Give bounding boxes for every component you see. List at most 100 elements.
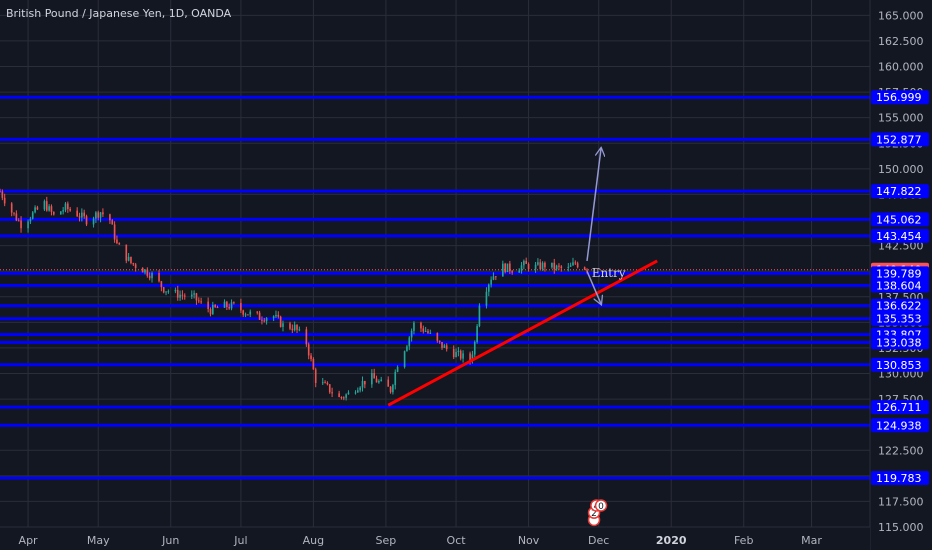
price-tick-label: 115.000 — [878, 521, 924, 534]
candle-body — [511, 271, 513, 273]
price-tick-label: 150.000 — [878, 163, 924, 176]
candle-body — [354, 392, 357, 394]
candle-body — [471, 354, 474, 361]
candle-body — [576, 263, 579, 268]
candle-body — [422, 328, 425, 332]
candle-body — [443, 345, 446, 348]
entry-annotation[interactable]: Entry — [592, 266, 626, 280]
candle-body — [492, 276, 495, 280]
candle-body — [240, 302, 242, 311]
candle-body — [214, 304, 216, 308]
candle-body — [64, 203, 67, 211]
projection-arrow[interactable] — [586, 270, 601, 304]
event-marker-label: 2 — [591, 509, 597, 519]
candle-body — [78, 216, 81, 218]
trendline[interactable] — [387, 259, 658, 407]
candle-body — [226, 301, 228, 307]
time-tick-label: Dec — [588, 534, 609, 547]
candle-body — [586, 269, 588, 272]
candle-body — [373, 373, 376, 379]
candle-body — [364, 380, 366, 385]
candle-body — [289, 323, 291, 329]
candle-body — [85, 216, 88, 225]
candle-body — [574, 262, 577, 264]
price-tick-label: 117.500 — [878, 495, 924, 508]
candle-body — [279, 316, 282, 327]
candle-body — [125, 244, 128, 261]
price-tick-label: 155.000 — [878, 112, 924, 125]
candle-body — [151, 273, 153, 279]
candle-body — [427, 330, 429, 334]
candle-body — [544, 262, 546, 268]
candle-body — [228, 306, 231, 309]
candle-body — [244, 314, 247, 316]
candle-body — [190, 294, 193, 297]
candle-body — [230, 302, 233, 309]
candle-body — [340, 397, 343, 399]
candle-body — [438, 340, 441, 342]
candle-body — [534, 264, 537, 270]
candle-body — [485, 291, 488, 306]
price-axis[interactable]: 115.000117.500120.000122.500125.000127.5… — [869, 0, 932, 550]
level-price-label-bg — [871, 471, 929, 486]
candle-body — [394, 371, 397, 386]
candle-body — [17, 220, 20, 222]
level-price-label-bg — [871, 228, 929, 243]
candle-body — [504, 263, 506, 273]
level-price-label-bg — [871, 266, 929, 281]
level-price-label-bg — [871, 132, 929, 147]
candle-body — [490, 279, 492, 285]
candle-body — [553, 262, 556, 270]
candle-body — [179, 294, 181, 298]
candle-body — [99, 212, 102, 218]
candle-body — [242, 310, 245, 315]
drawings[interactable]: Entry240 — [387, 148, 658, 527]
candle-body — [167, 291, 170, 293]
candle-body — [1, 191, 4, 198]
time-tick-label: Mar — [801, 534, 822, 547]
candle-body — [183, 295, 186, 297]
candle-body — [209, 309, 212, 315]
level-price-label: 135.353 — [876, 313, 922, 326]
candle-body — [10, 203, 13, 213]
level-price-label: 124.938 — [876, 419, 922, 432]
candle-body — [146, 269, 149, 276]
candle-body — [27, 221, 29, 229]
event-marker-label: 0 — [598, 502, 604, 512]
candle-body — [572, 262, 574, 266]
event-marker[interactable] — [594, 499, 608, 512]
level-price-label-bg — [871, 400, 929, 415]
candle-body — [174, 289, 177, 292]
candle-body — [298, 329, 301, 331]
candle-body — [502, 263, 504, 277]
projection-arrow[interactable] — [586, 148, 601, 262]
candle-body — [452, 348, 455, 358]
candle-body — [216, 307, 219, 309]
candle-body — [555, 265, 558, 270]
candle-body — [233, 302, 235, 304]
candle-body — [293, 324, 296, 331]
candle-body — [487, 284, 490, 292]
level-price-label-bg — [871, 90, 929, 105]
candle-body — [560, 266, 563, 268]
candle-body — [537, 262, 539, 265]
time-tick-label: 2020 — [656, 534, 687, 547]
level-price-label-bg — [871, 184, 929, 199]
candle-body — [130, 256, 132, 264]
candle-body — [144, 269, 146, 273]
candle-body — [158, 273, 160, 282]
time-axis[interactable]: Apr May Jun Jul Aug Sep Oct Nov Dec 2020 Feb Mar — [0, 526, 870, 550]
candle-body — [541, 262, 544, 270]
time-tick-label: Apr — [19, 534, 39, 547]
candle-body — [249, 311, 252, 315]
candle-body — [413, 322, 415, 331]
level-price-label: 136.622 — [876, 300, 922, 313]
candle-body — [342, 397, 345, 399]
level-price-label: 147.822 — [876, 185, 922, 198]
level-price-label: 138.604 — [876, 279, 922, 292]
candle-body — [396, 367, 399, 372]
candle-body — [148, 275, 151, 279]
candle-body — [102, 212, 104, 215]
